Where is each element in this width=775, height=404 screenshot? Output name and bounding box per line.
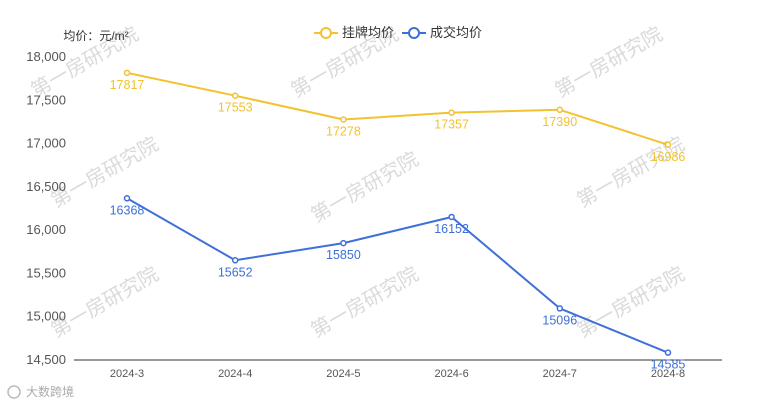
y-tick-label: 18,000 xyxy=(26,49,66,64)
data-point xyxy=(123,195,131,202)
brand-logo-text: 大数跨境 xyxy=(26,384,74,399)
data-label: 16368 xyxy=(110,203,145,217)
data-point xyxy=(123,69,131,77)
legend-swatch-marker-1 xyxy=(320,27,332,39)
data-point xyxy=(448,213,455,221)
x-tick-label: 2024-7 xyxy=(543,368,577,380)
data-label: 17553 xyxy=(218,101,253,115)
data-label: 15850 xyxy=(326,248,361,262)
data-label: 17390 xyxy=(542,115,577,129)
data-label: 14585 xyxy=(651,358,686,372)
x-tick-label: 2024-5 xyxy=(326,368,360,380)
legend-label-1: 挂牌均价 xyxy=(342,25,394,40)
data-point xyxy=(556,106,564,114)
data-label: 17357 xyxy=(434,118,469,132)
data-label: 17817 xyxy=(110,78,145,92)
watermark-text-3: 第一房研究院 xyxy=(551,22,666,102)
watermark-text-9: 第一房研究院 xyxy=(573,262,688,342)
watermark-text-8: 第一房研究院 xyxy=(307,262,422,342)
y-tick-label: 14,500 xyxy=(26,352,66,367)
data-point xyxy=(340,239,347,247)
data-point xyxy=(664,141,672,149)
data-label: 17278 xyxy=(326,125,361,139)
data-label: 16152 xyxy=(434,222,469,236)
data-point xyxy=(340,116,347,123)
x-tick-label: 2024-4 xyxy=(218,368,252,380)
y-tick-label: 17,000 xyxy=(26,136,66,151)
brand-logo-icon xyxy=(7,385,21,399)
data-point xyxy=(556,305,564,312)
watermark-text-5: 第一房研究院 xyxy=(307,147,422,227)
series-line-2 xyxy=(126,197,669,354)
legend-label-2: 成交均价 xyxy=(430,25,482,40)
x-tick-label: 2024-8 xyxy=(651,368,685,380)
y-tick-label: 17,500 xyxy=(26,92,66,107)
data-point xyxy=(231,92,239,99)
y-axis-unit-label: 均价：元/m² xyxy=(63,29,128,43)
y-tick-label: 15,000 xyxy=(26,309,66,324)
legend-swatch-marker-2 xyxy=(408,27,420,39)
y-tick-label: 15,500 xyxy=(26,265,66,280)
x-tick-label: 2024-6 xyxy=(434,368,468,380)
data-point xyxy=(448,109,455,116)
data-point xyxy=(664,349,672,356)
data-point xyxy=(231,257,239,264)
data-label: 15096 xyxy=(542,313,577,327)
y-tick-label: 16,000 xyxy=(26,222,66,237)
series-line-1 xyxy=(126,71,669,146)
data-label: 15652 xyxy=(218,265,253,279)
y-tick-label: 16,500 xyxy=(26,179,66,194)
x-tick-label: 2024-3 xyxy=(110,368,144,380)
data-label: 16986 xyxy=(651,150,686,164)
